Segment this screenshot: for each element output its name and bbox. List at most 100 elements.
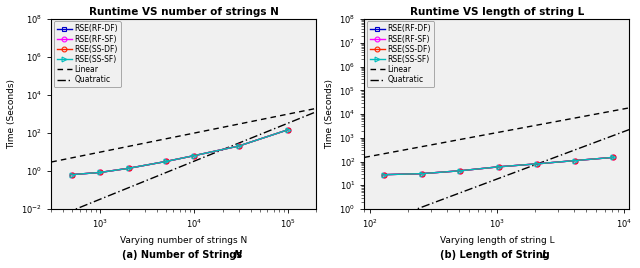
RSE(SS-DF) <box>125 167 132 170</box>
RSE(SS-SF) <box>533 162 541 165</box>
RSE(SS-DF) <box>456 169 464 172</box>
RSE(RF-SF) <box>571 159 579 162</box>
RSE(SS-SF) <box>418 172 426 175</box>
Y-axis label: Time (Seconds): Time (Seconds) <box>324 79 333 149</box>
Line: Quatratic: Quatratic <box>364 129 630 229</box>
RSE(RF-DF) <box>162 160 170 163</box>
Linear <box>99 150 106 153</box>
RSE(RF-SF) <box>68 173 76 176</box>
Quatratic <box>99 197 106 200</box>
Line: Quatratic: Quatratic <box>51 112 316 219</box>
X-axis label: Varying length of string L: Varying length of string L <box>440 236 554 245</box>
RSE(SS-DF) <box>609 156 617 159</box>
RSE(SS-SF) <box>97 171 104 174</box>
RSE(RF-SF) <box>235 144 243 148</box>
RSE(RF-DF) <box>571 159 579 162</box>
Quatratic <box>612 133 620 136</box>
RSE(RF-DF) <box>495 165 502 168</box>
RSE(SS-DF) <box>495 165 502 168</box>
RSE(SS-DF) <box>162 160 170 163</box>
RSE(SS-SF) <box>571 159 579 162</box>
RSE(SS-SF) <box>162 160 170 163</box>
RSE(SS-DF) <box>571 159 579 162</box>
RSE(RF-DF) <box>97 171 104 174</box>
RSE(RF-SF) <box>191 154 198 157</box>
Linear <box>205 128 213 132</box>
Quatratic <box>312 110 320 113</box>
Quatratic <box>412 208 419 211</box>
RSE(SS-DF) <box>284 128 292 131</box>
Quatratic <box>422 204 430 207</box>
Quatratic <box>291 119 299 122</box>
Text: L: L <box>542 250 548 260</box>
Line: RSE(RF-SF): RSE(RF-SF) <box>381 155 616 177</box>
Line: RSE(RF-SF): RSE(RF-SF) <box>70 127 291 177</box>
Quatratic <box>47 217 55 221</box>
RSE(RF-SF) <box>495 165 502 168</box>
RSE(RF-DF) <box>235 144 243 148</box>
Linear <box>109 148 116 151</box>
RSE(RF-DF) <box>191 154 198 157</box>
Linear <box>518 126 526 129</box>
Line: RSE(SS-SF): RSE(SS-SF) <box>70 127 291 177</box>
RSE(RF-SF) <box>125 167 132 170</box>
RSE(RF-DF) <box>68 173 76 176</box>
Legend: RSE(RF-DF), RSE(RF-SF), RSE(SS-DF), RSE(SS-SF), Linear, Quatratic: RSE(RF-DF), RSE(RF-SF), RSE(SS-DF), RSE(… <box>54 21 121 87</box>
RSE(SS-SF) <box>495 165 502 168</box>
Title: Runtime VS length of string L: Runtime VS length of string L <box>410 7 584 17</box>
RSE(RF-SF) <box>456 169 464 172</box>
Linear <box>360 156 368 159</box>
RSE(RF-DF) <box>284 128 292 131</box>
RSE(RF-SF) <box>97 171 104 174</box>
Text: (a) Number of Strings: (a) Number of Strings <box>122 250 246 260</box>
RSE(SS-SF) <box>68 173 76 176</box>
RSE(SS-DF) <box>380 173 388 176</box>
RSE(RF-SF) <box>533 162 541 165</box>
RSE(SS-DF) <box>418 172 426 175</box>
Quatratic <box>299 116 307 119</box>
RSE(RF-DF) <box>609 156 617 159</box>
RSE(SS-DF) <box>533 162 541 165</box>
RSE(RF-DF) <box>380 173 388 176</box>
Linear <box>604 110 612 113</box>
Quatratic <box>184 162 192 165</box>
RSE(RF-SF) <box>609 156 617 159</box>
RSE(RF-SF) <box>284 128 292 131</box>
Line: RSE(SS-DF): RSE(SS-DF) <box>70 127 291 177</box>
RSE(SS-DF) <box>191 154 198 157</box>
Quatratic <box>109 192 116 196</box>
Line: RSE(SS-DF): RSE(SS-DF) <box>381 155 616 177</box>
RSE(SS-SF) <box>235 144 243 148</box>
RSE(SS-SF) <box>456 169 464 172</box>
Line: RSE(SS-SF): RSE(SS-SF) <box>381 155 616 177</box>
Quatratic <box>497 176 505 179</box>
Quatratic <box>205 154 213 157</box>
Linear <box>291 111 299 114</box>
Quatratic <box>604 136 612 139</box>
RSE(SS-SF) <box>191 154 198 157</box>
Line: Linear: Linear <box>364 108 630 157</box>
RSE(RF-DF) <box>456 169 464 172</box>
RSE(SS-SF) <box>609 156 617 159</box>
RSE(RF-DF) <box>533 162 541 165</box>
RSE(SS-DF) <box>97 171 104 174</box>
Line: Linear: Linear <box>51 108 316 162</box>
Linear <box>626 106 634 109</box>
Linear <box>299 109 307 113</box>
Text: (b) Length of String: (b) Length of String <box>440 250 554 260</box>
Linear <box>497 130 505 133</box>
RSE(SS-DF) <box>68 173 76 176</box>
Quatratic <box>626 128 634 131</box>
Quatratic <box>360 227 368 230</box>
Linear <box>412 146 419 150</box>
RSE(SS-SF) <box>380 173 388 176</box>
Line: RSE(RF-DF): RSE(RF-DF) <box>381 155 616 177</box>
RSE(SS-DF) <box>235 144 243 148</box>
Quatratic <box>518 168 526 171</box>
RSE(RF-SF) <box>418 172 426 175</box>
Linear <box>184 133 192 136</box>
Line: RSE(RF-DF): RSE(RF-DF) <box>70 127 291 177</box>
RSE(SS-SF) <box>125 167 132 170</box>
RSE(RF-SF) <box>380 173 388 176</box>
Linear <box>612 109 620 112</box>
